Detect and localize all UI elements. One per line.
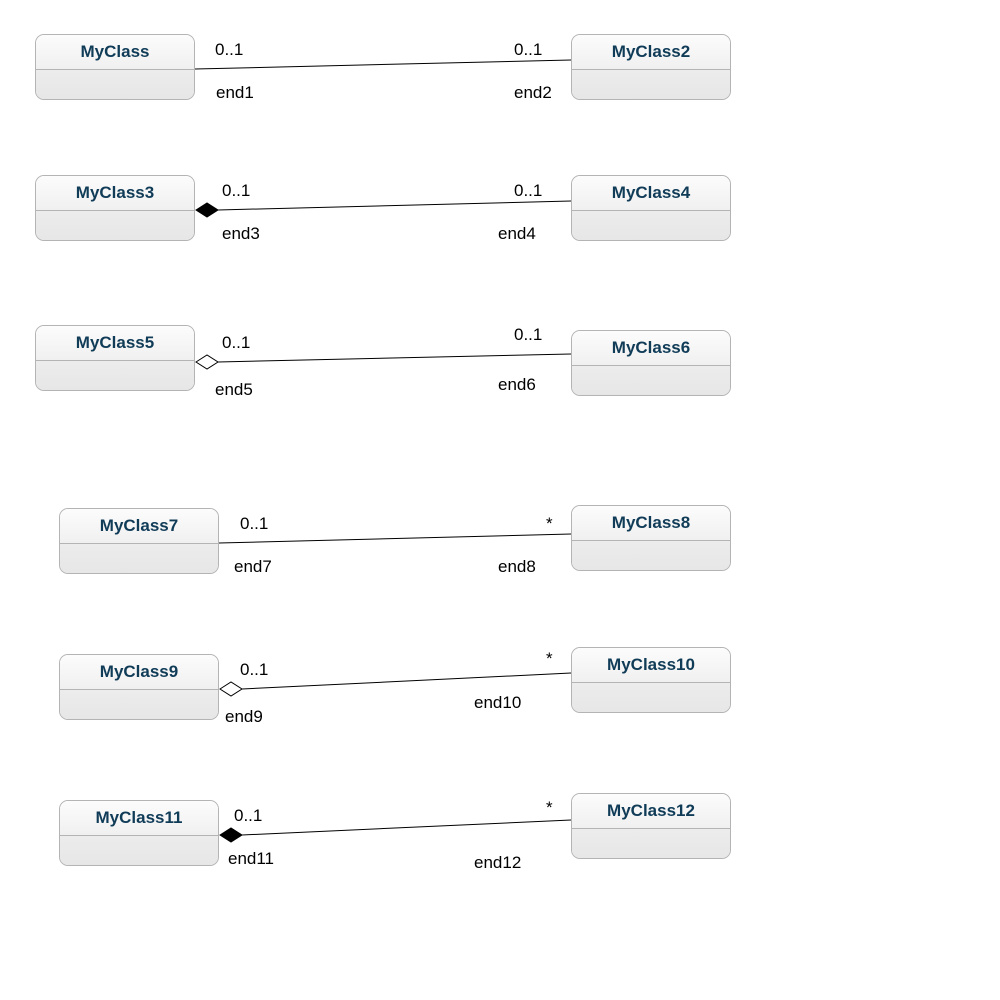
class-box-MyClass5: MyClass5 bbox=[35, 325, 195, 391]
class-title: MyClass7 bbox=[60, 509, 218, 544]
class-body bbox=[572, 683, 730, 713]
role-right-1: end2 bbox=[514, 83, 552, 103]
class-box-MyClass2: MyClass2 bbox=[571, 34, 731, 100]
class-box-MyClass: MyClass bbox=[35, 34, 195, 100]
class-body bbox=[36, 211, 194, 241]
role-right-2: end4 bbox=[498, 224, 536, 244]
class-title: MyClass3 bbox=[36, 176, 194, 211]
class-title: MyClass5 bbox=[36, 326, 194, 361]
role-left-4: end7 bbox=[234, 557, 272, 577]
class-box-MyClass11: MyClass11 bbox=[59, 800, 219, 866]
association-line-6 bbox=[242, 820, 571, 835]
class-body bbox=[572, 211, 730, 241]
role-left-1: end1 bbox=[216, 83, 254, 103]
class-box-MyClass8: MyClass8 bbox=[571, 505, 731, 571]
multiplicity-left-3: 0..1 bbox=[222, 333, 250, 353]
class-title: MyClass6 bbox=[572, 331, 730, 366]
role-left-5: end9 bbox=[225, 707, 263, 727]
role-left-6: end11 bbox=[228, 849, 274, 869]
role-right-5: end10 bbox=[474, 693, 521, 713]
class-body bbox=[572, 366, 730, 396]
composition-diamond-icon bbox=[196, 203, 218, 217]
aggregation-diamond-icon bbox=[196, 355, 218, 369]
class-body bbox=[572, 829, 730, 859]
class-box-MyClass12: MyClass12 bbox=[571, 793, 731, 859]
multiplicity-right-2: 0..1 bbox=[514, 181, 542, 201]
class-body bbox=[572, 70, 730, 100]
class-box-MyClass7: MyClass7 bbox=[59, 508, 219, 574]
aggregation-diamond-icon bbox=[220, 682, 242, 696]
multiplicity-left-4: 0..1 bbox=[240, 514, 268, 534]
class-body bbox=[60, 836, 218, 866]
class-box-MyClass4: MyClass4 bbox=[571, 175, 731, 241]
association-line-2 bbox=[218, 201, 571, 210]
role-right-6: end12 bbox=[474, 853, 521, 873]
class-title: MyClass bbox=[36, 35, 194, 70]
association-line-1 bbox=[195, 60, 571, 69]
association-line-5 bbox=[242, 673, 571, 689]
multiplicity-left-1: 0..1 bbox=[215, 40, 243, 60]
multiplicity-left-2: 0..1 bbox=[222, 181, 250, 201]
class-title: MyClass11 bbox=[60, 801, 218, 836]
class-box-MyClass6: MyClass6 bbox=[571, 330, 731, 396]
association-line-3 bbox=[218, 354, 571, 362]
class-title: MyClass9 bbox=[60, 655, 218, 690]
multiplicity-right-4: * bbox=[546, 514, 553, 534]
association-line-4 bbox=[219, 534, 571, 543]
multiplicity-right-3: 0..1 bbox=[514, 325, 542, 345]
class-body bbox=[36, 361, 194, 391]
multiplicity-left-6: 0..1 bbox=[234, 806, 262, 826]
class-box-MyClass10: MyClass10 bbox=[571, 647, 731, 713]
class-body bbox=[60, 544, 218, 574]
class-title: MyClass12 bbox=[572, 794, 730, 829]
multiplicity-right-5: * bbox=[546, 649, 553, 669]
class-box-MyClass3: MyClass3 bbox=[35, 175, 195, 241]
role-left-2: end3 bbox=[222, 224, 260, 244]
role-right-4: end8 bbox=[498, 557, 536, 577]
class-title: MyClass4 bbox=[572, 176, 730, 211]
class-box-MyClass9: MyClass9 bbox=[59, 654, 219, 720]
composition-diamond-icon bbox=[220, 828, 242, 842]
role-right-3: end6 bbox=[498, 375, 536, 395]
class-body bbox=[572, 541, 730, 571]
class-title: MyClass8 bbox=[572, 506, 730, 541]
class-title: MyClass10 bbox=[572, 648, 730, 683]
class-body bbox=[36, 70, 194, 100]
class-title: MyClass2 bbox=[572, 35, 730, 70]
multiplicity-right-1: 0..1 bbox=[514, 40, 542, 60]
multiplicity-left-5: 0..1 bbox=[240, 660, 268, 680]
role-left-3: end5 bbox=[215, 380, 253, 400]
multiplicity-right-6: * bbox=[546, 798, 553, 818]
class-body bbox=[60, 690, 218, 720]
